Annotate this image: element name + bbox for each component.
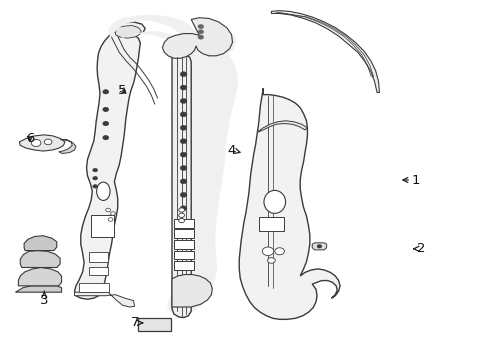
Bar	[138, 318, 171, 331]
Polygon shape	[271, 11, 379, 93]
Circle shape	[317, 244, 322, 248]
Bar	[174, 219, 194, 228]
Bar	[91, 215, 114, 237]
Bar	[89, 252, 108, 262]
Polygon shape	[172, 54, 191, 318]
Circle shape	[111, 212, 115, 215]
Polygon shape	[74, 22, 145, 299]
Text: 5: 5	[118, 84, 127, 96]
Bar	[89, 267, 108, 275]
Circle shape	[103, 121, 109, 126]
Text: 3: 3	[40, 291, 49, 307]
Circle shape	[93, 168, 98, 172]
Ellipse shape	[264, 190, 286, 213]
Bar	[174, 229, 194, 238]
Circle shape	[180, 139, 187, 144]
Polygon shape	[19, 135, 65, 151]
Circle shape	[106, 208, 111, 212]
Circle shape	[180, 179, 187, 184]
Ellipse shape	[97, 182, 110, 201]
Polygon shape	[16, 286, 62, 292]
Text: 4: 4	[228, 144, 240, 157]
Circle shape	[180, 166, 187, 171]
Circle shape	[180, 112, 187, 117]
Circle shape	[180, 72, 187, 77]
Circle shape	[198, 35, 204, 39]
Circle shape	[93, 176, 98, 180]
Polygon shape	[162, 18, 233, 58]
Circle shape	[179, 208, 185, 212]
Polygon shape	[312, 243, 327, 250]
Circle shape	[180, 125, 187, 130]
Polygon shape	[239, 88, 340, 319]
Circle shape	[180, 192, 187, 197]
Circle shape	[180, 99, 187, 103]
Text: 6: 6	[25, 132, 34, 145]
Polygon shape	[108, 15, 238, 315]
Circle shape	[275, 248, 284, 255]
Text: 1: 1	[403, 174, 420, 186]
Circle shape	[31, 139, 41, 147]
Bar	[79, 283, 109, 292]
Circle shape	[180, 152, 187, 157]
Polygon shape	[172, 275, 212, 307]
Polygon shape	[24, 236, 57, 251]
Circle shape	[268, 258, 275, 263]
Polygon shape	[18, 267, 62, 286]
Circle shape	[198, 24, 204, 29]
Circle shape	[198, 30, 204, 34]
Polygon shape	[59, 139, 76, 154]
Text: 2: 2	[414, 242, 426, 255]
Bar	[174, 261, 194, 270]
Circle shape	[108, 218, 113, 221]
Polygon shape	[115, 26, 141, 38]
Polygon shape	[20, 251, 60, 267]
Bar	[174, 251, 194, 259]
Circle shape	[93, 185, 98, 188]
Circle shape	[103, 107, 109, 112]
Circle shape	[103, 90, 109, 94]
Text: 7: 7	[131, 316, 143, 329]
Circle shape	[44, 139, 52, 145]
Circle shape	[180, 85, 187, 90]
Polygon shape	[257, 121, 307, 132]
Circle shape	[179, 213, 185, 217]
Circle shape	[262, 247, 274, 256]
Polygon shape	[74, 292, 135, 307]
Bar	[174, 240, 194, 249]
Bar	[259, 217, 284, 231]
Circle shape	[103, 136, 109, 140]
Circle shape	[179, 219, 185, 223]
Circle shape	[180, 206, 187, 211]
